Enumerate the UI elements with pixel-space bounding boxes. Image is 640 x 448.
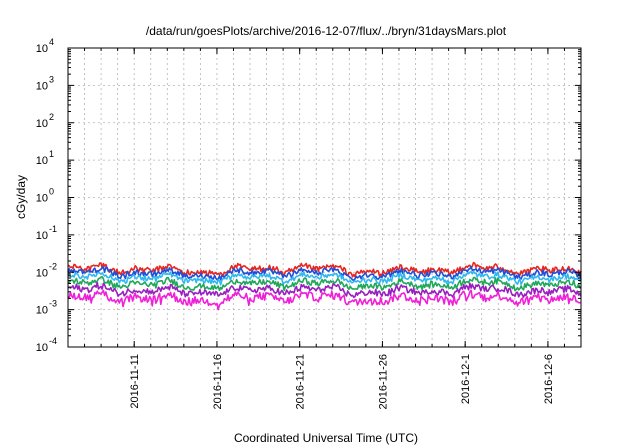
y-tick-label: 103 [36,74,54,92]
x-tick-label: 2016-11-21 [295,354,307,409]
x-tick-label: 2016-12-1 [460,354,472,404]
x-tick-label: 2016-11-11 [129,354,141,409]
series-line [67,275,582,292]
y-tick-exponent: -3 [49,299,57,309]
y-tick-exponent: 3 [49,74,54,84]
y-tick-label: 100 [36,187,54,205]
y-tick-exponent: 2 [49,112,54,122]
chart-title: /data/run/goesPlots/archive/2016-12-07/f… [146,24,507,38]
grid [68,48,581,347]
series-line [67,289,581,311]
y-tick-label: 101 [36,149,54,167]
x-axis-title: Coordinated Universal Time (UTC) [234,431,418,445]
y-tick-label: 10-2 [36,261,57,279]
y-tick-exponent: 1 [49,149,54,159]
y-tick-exponent: 4 [49,37,54,47]
series-group [67,261,582,311]
y-tick-exponent: -2 [49,261,57,271]
series-line [67,265,582,281]
series-line [67,261,582,278]
y-tick-exponent: -1 [49,224,57,234]
y-axis-title: cGy/day [14,175,28,219]
y-tick-label: 10-1 [36,224,57,242]
x-tick-label: 2016-11-16 [212,354,224,409]
x-tick-label: 2016-12-6 [543,354,555,404]
y-tick-exponent: -4 [49,336,57,346]
y-tick-label: 104 [36,37,54,55]
y-tick-exponent: 0 [49,187,54,197]
y-tick-label: 102 [36,112,54,130]
x-tick-label: 2016-11-26 [377,354,389,409]
series-line [67,270,582,286]
series-line [67,281,582,299]
y-tick-label: 10-3 [36,299,57,317]
y-tick-label: 10-4 [36,336,57,354]
